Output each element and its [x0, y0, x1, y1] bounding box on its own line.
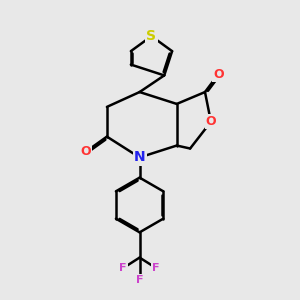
Text: O: O: [213, 68, 224, 81]
Text: O: O: [206, 115, 216, 128]
Text: N: N: [134, 150, 146, 164]
Text: F: F: [136, 275, 143, 285]
Text: S: S: [146, 29, 157, 43]
Text: F: F: [152, 263, 160, 273]
Text: F: F: [119, 263, 127, 273]
Text: O: O: [81, 145, 92, 158]
